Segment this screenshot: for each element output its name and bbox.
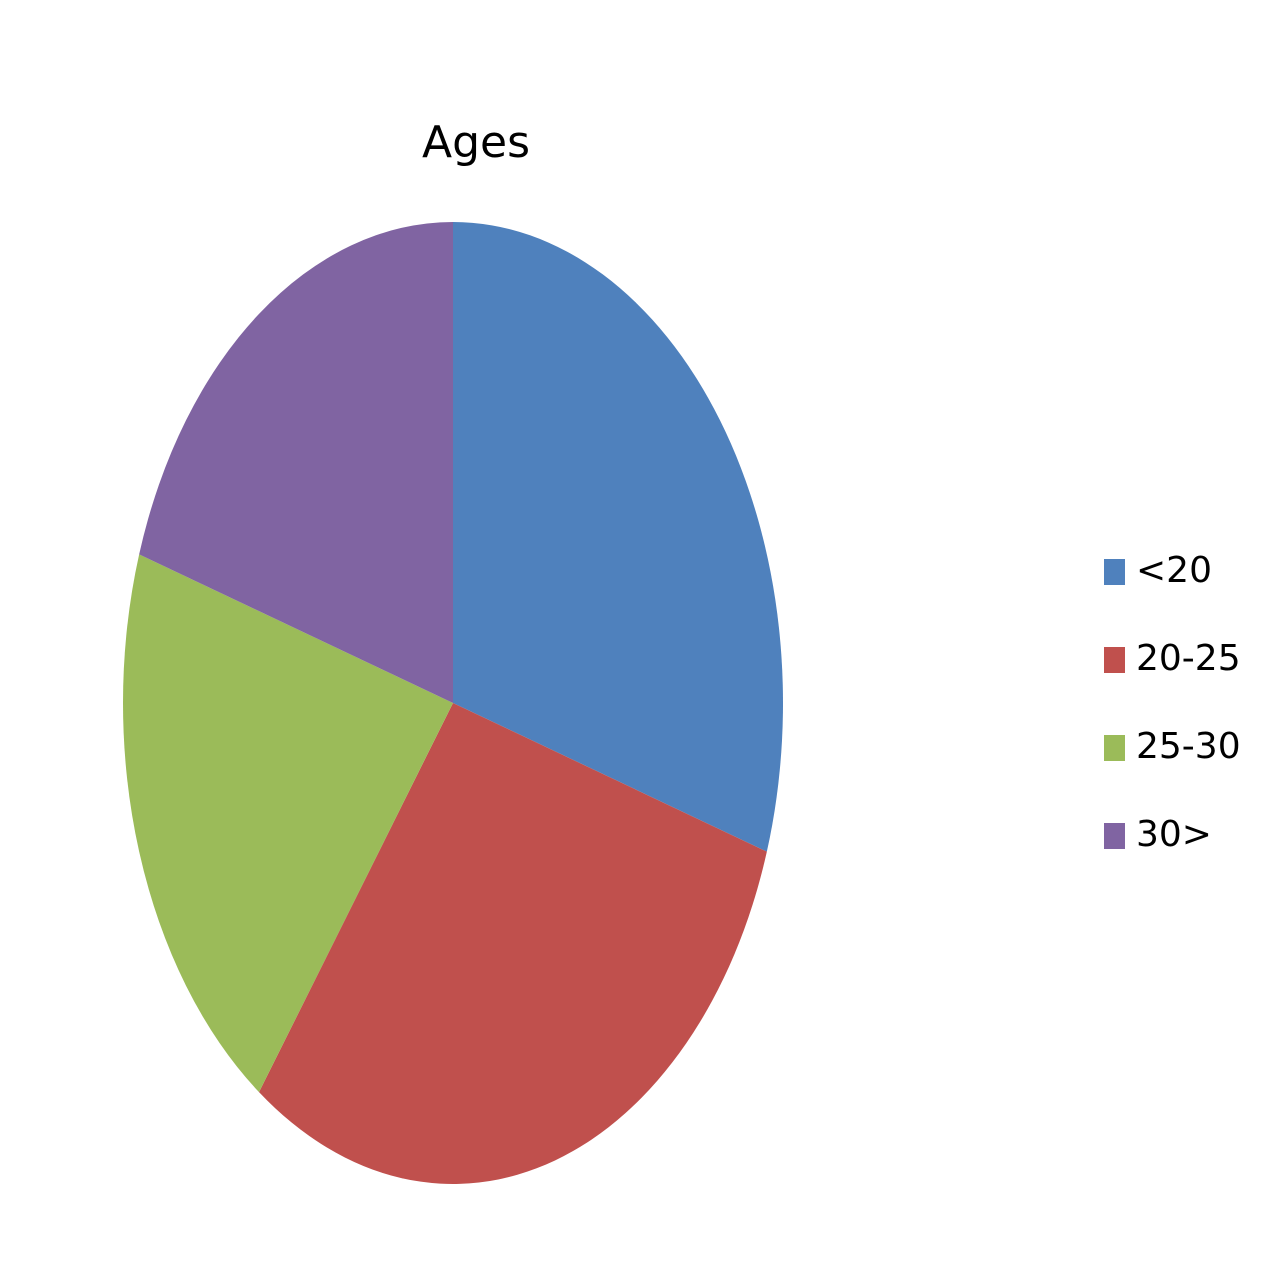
pie-slice [123,554,454,1093]
pie-slice [259,703,767,1184]
legend-label: 25-30 [1136,726,1241,767]
chart-title: Ages [422,117,530,168]
pie-slice [139,222,453,703]
legend-swatch [1104,647,1125,673]
legend-label: 20-25 [1136,638,1241,679]
legend-swatch [1104,735,1125,761]
legend-label: 30> [1136,814,1212,855]
legend-swatch [1104,559,1125,585]
legend-swatch [1104,823,1125,849]
legend-label: <20 [1136,550,1212,591]
pie-slice [453,222,783,852]
